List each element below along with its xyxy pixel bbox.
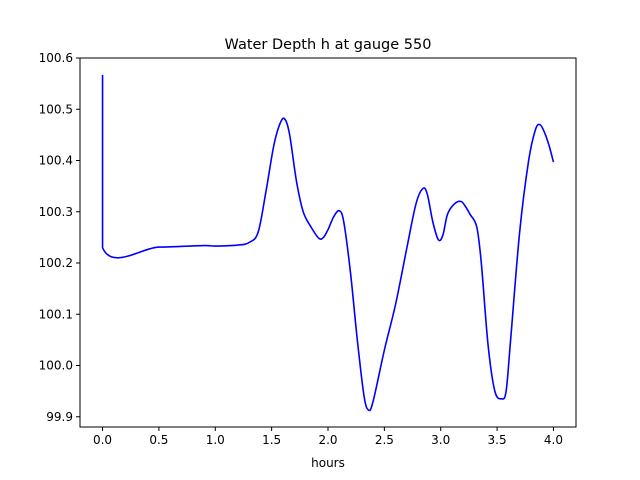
x-tick-label: 4.0: [544, 433, 563, 447]
x-tick-label: 1.5: [262, 433, 281, 447]
y-tick-label: 100.4: [39, 154, 73, 168]
x-axis: 0.0 0.5 1.0 1.5 2.0 2.5 3.0 3.5 4.0: [93, 427, 563, 447]
y-tick-label: 100.2: [39, 256, 73, 270]
x-tick-label: 2.5: [375, 433, 394, 447]
x-tick-label: 3.0: [431, 433, 450, 447]
x-tick-label: 3.5: [488, 433, 507, 447]
x-tick-label: 1.0: [206, 433, 225, 447]
y-tick-label: 99.9: [46, 410, 73, 424]
x-tick-label: 2.0: [318, 433, 337, 447]
series-line-0: [101, 74, 555, 412]
y-tick-label: 100.6: [39, 51, 73, 65]
x-tick-label: 0.0: [93, 433, 112, 447]
y-tick-label: 100.3: [39, 205, 73, 219]
y-tick-label: 100.1: [39, 307, 73, 321]
y-tick-label: 100.0: [39, 359, 73, 373]
plot-series: [101, 74, 555, 412]
x-tick-label: 0.5: [149, 433, 168, 447]
y-tick-label: 100.5: [39, 102, 73, 116]
chart-title: Water Depth h at gauge 550: [225, 37, 432, 53]
x-axis-label: hours: [311, 456, 345, 470]
y-axis: 99.9 100.0 100.1 100.2 100.3 100.4 100.5 100.6: [39, 51, 80, 424]
plot-frame: [79, 57, 577, 428]
